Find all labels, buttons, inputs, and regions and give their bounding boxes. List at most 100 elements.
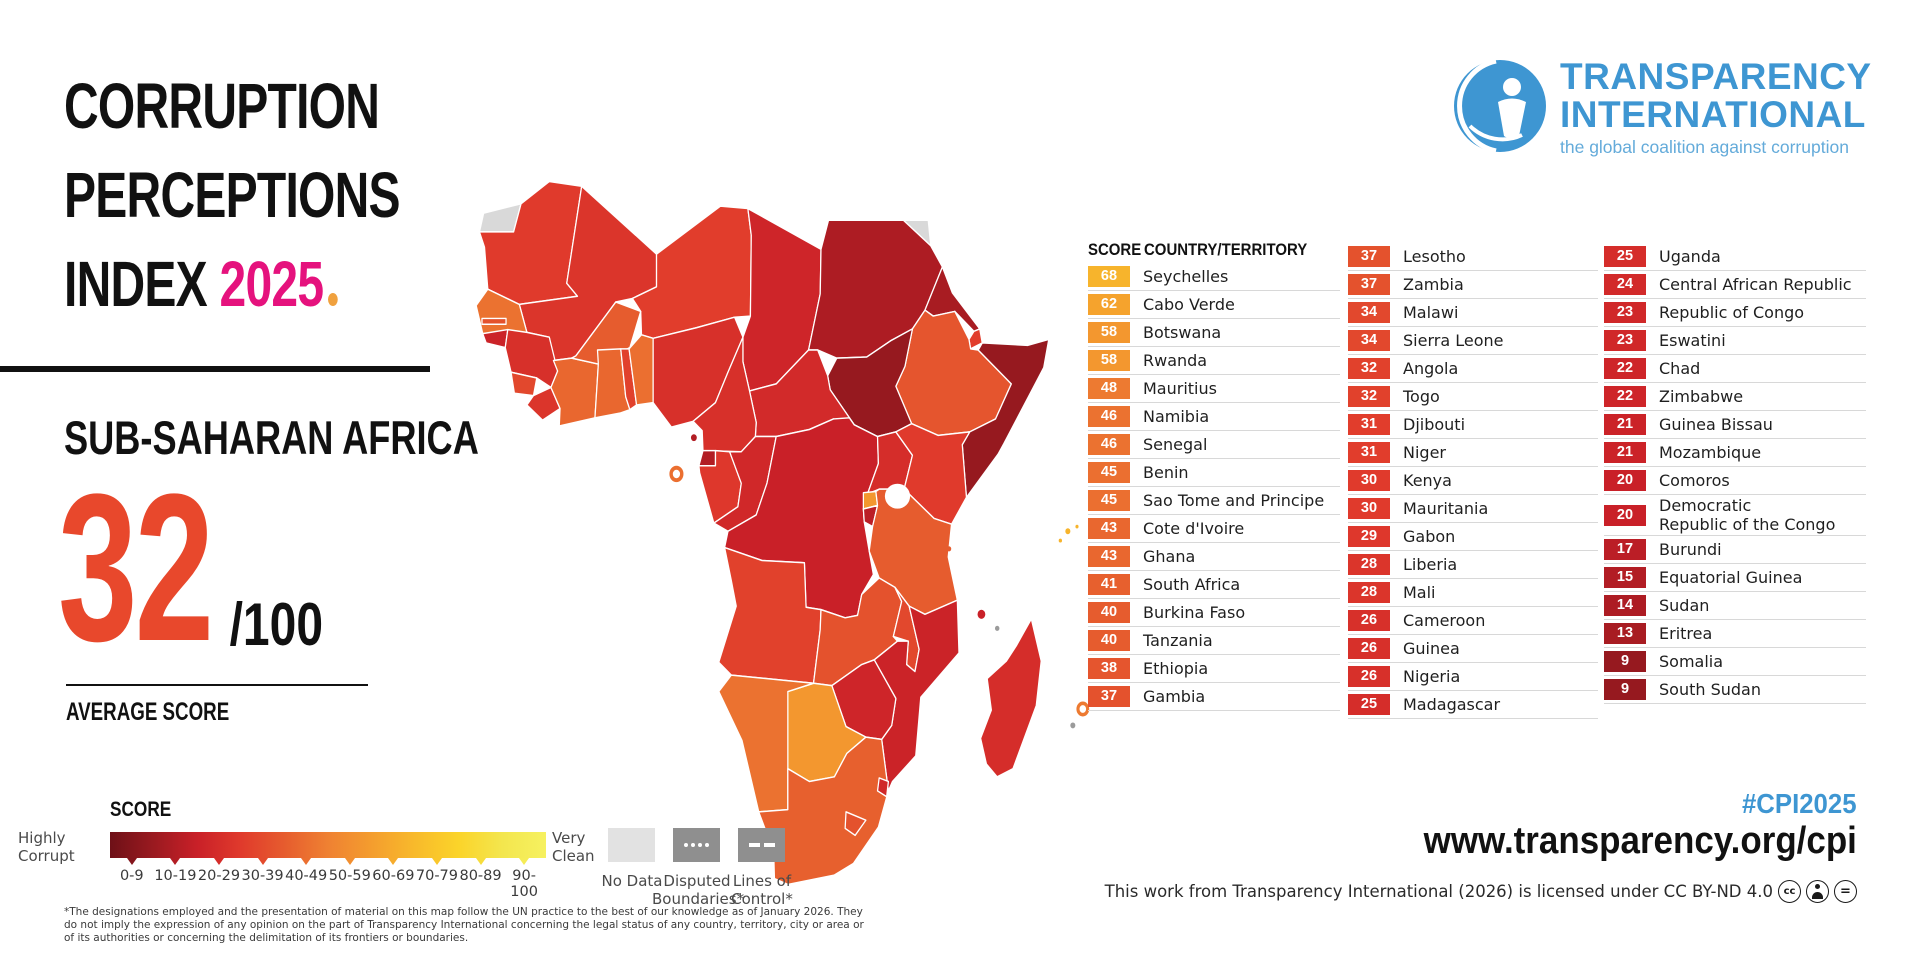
hashtag: #CPI2025	[1742, 788, 1857, 819]
title-divider	[0, 366, 430, 372]
legend-range-label: 20-29	[197, 868, 241, 884]
table-row: 25 Madagascar	[1348, 691, 1598, 719]
table-row: 32 Togo	[1348, 383, 1598, 411]
score-badge: 26	[1348, 610, 1390, 631]
map-country-djibouti	[968, 328, 983, 350]
map-country-lesotho	[844, 811, 867, 837]
table-header: SCORE COUNTRY/TERRITORY	[1088, 237, 1340, 263]
score-badge: 26	[1348, 638, 1390, 659]
table-row: 28 Liberia	[1348, 551, 1598, 579]
legend-range-label: 50-59	[328, 868, 371, 884]
score-table-column-3: 25 Uganda 24 Central African Republic 23 Repu…	[1604, 237, 1866, 704]
table-row: 29 Gabon	[1348, 523, 1598, 551]
cc-nd-icon: =	[1834, 880, 1857, 903]
map-country-seychelles	[1065, 528, 1071, 535]
map-country-madagascar	[979, 618, 1042, 778]
map-island-zanzibar	[946, 546, 952, 552]
table-row: 17 Burundi	[1604, 536, 1866, 564]
score-badge: 40	[1088, 602, 1130, 623]
table-row: 34 Sierra Leone	[1348, 327, 1598, 355]
country-name: Uganda	[1659, 247, 1721, 266]
country-header: COUNTRY/TERRITORY	[1144, 240, 1308, 259]
table-row: 24 Central African Republic	[1604, 271, 1866, 299]
table-rows-3: 25 Uganda 24 Central African Republic 23 Repu…	[1604, 243, 1866, 704]
country-name: Zambia	[1403, 275, 1464, 294]
country-name: Somalia	[1659, 652, 1724, 671]
country-name: Niger	[1403, 443, 1446, 462]
score-badge: 37	[1348, 246, 1390, 267]
table-row: 68 Seychelles	[1088, 263, 1340, 291]
table-row: 43 Ghana	[1088, 543, 1340, 571]
table-row: 37 Lesotho	[1348, 243, 1598, 271]
legend-right-label: Very Clean	[552, 829, 595, 865]
score-badge: 68	[1088, 266, 1130, 287]
orange-dot-icon	[327, 293, 338, 306]
map-country-seychelles	[1075, 524, 1079, 529]
table-row: 13 Eritrea	[1604, 620, 1866, 648]
country-name: Madagascar	[1403, 695, 1501, 714]
map-island-reunion	[1070, 722, 1076, 729]
map-island-mayotte	[994, 625, 1000, 631]
table-row: 45 Sao Tome and Principe	[1088, 487, 1340, 515]
score-badge: 43	[1088, 546, 1130, 567]
score-badge: 17	[1604, 539, 1646, 560]
table-row: 28 Mali	[1348, 579, 1598, 607]
score-badge: 21	[1604, 442, 1646, 463]
score-table-column-1: SCORE COUNTRY/TERRITORY 68 Seychelles 62 Ca…	[1088, 237, 1340, 711]
table-row: 32 Angola	[1348, 355, 1598, 383]
score-badge: 58	[1088, 322, 1130, 343]
legend-range-label: 80-89	[459, 868, 502, 884]
country-name: Guinea Bissau	[1659, 415, 1773, 434]
transparency-international-globe-icon	[1454, 58, 1546, 154]
lines-of-control-label: Lines of Control*	[731, 872, 793, 908]
region-name: SUB-SAHARAN AFRICA	[64, 411, 479, 464]
license-text: This work from Transparency Internationa…	[1104, 882, 1773, 901]
country-name: Sierra Leone	[1403, 331, 1504, 350]
license-line: This work from Transparency Internationa…	[1105, 880, 1857, 903]
country-name: Kenya	[1403, 471, 1452, 490]
country-name: Seychelles	[1143, 267, 1229, 286]
score-badge: 20	[1604, 504, 1646, 526]
score-badge: 46	[1088, 434, 1130, 455]
country-name: Ghana	[1143, 547, 1196, 566]
logo-name-line-1: TRANSPARENCY	[1560, 56, 1872, 97]
table-row: 22 Zimbabwe	[1604, 383, 1866, 411]
average-score-underline	[66, 684, 368, 686]
country-name: Central African Republic	[1659, 275, 1852, 294]
country-name: Djibouti	[1403, 415, 1466, 434]
title-line-2: PERCEPTIONS	[64, 159, 401, 231]
country-name: Equatorial Guinea	[1659, 568, 1803, 587]
website-url[interactable]: www.transparency.org/cpi	[1423, 820, 1857, 862]
score-badge: 23	[1604, 330, 1646, 351]
map-country-togo	[620, 348, 638, 411]
table-row: 26 Cameroon	[1348, 607, 1598, 635]
country-name: Democratic Republic of the Congo	[1659, 496, 1836, 534]
table-row: 37 Zambia	[1348, 271, 1598, 299]
country-name: Republic of Congo	[1659, 303, 1805, 322]
cc-icon: cc	[1778, 880, 1801, 903]
table-row: 31 Niger	[1348, 439, 1598, 467]
map-country-ethiopia	[895, 309, 1012, 437]
table-row: 31 Djibouti	[1348, 411, 1598, 439]
table-row: 23 Eswatini	[1604, 327, 1866, 355]
legend-tick-icon	[344, 858, 355, 865]
cc-by-person-icon	[1806, 880, 1829, 903]
average-score-max: /100	[229, 591, 323, 658]
country-name: Mozambique	[1659, 443, 1762, 462]
country-name: Cabo Verde	[1143, 295, 1235, 314]
table-rows-2: 37 Lesotho 37 Zambia 34 Malawi 34 Sierra Leone 3…	[1348, 243, 1598, 719]
score-badge: 40	[1088, 630, 1130, 651]
lines-of-control-icon	[738, 828, 785, 862]
map-country-mauritania	[478, 180, 583, 306]
map-country-sao-tome-and-principe	[669, 465, 684, 483]
logo-name-line-2: INTERNATIONAL	[1560, 94, 1866, 135]
table-row: 40 Burkina Faso	[1088, 599, 1340, 627]
score-badge: 62	[1088, 294, 1130, 315]
table-row: 26 Guinea	[1348, 635, 1598, 663]
score-badge: 14	[1604, 595, 1646, 616]
table-row: 21 Guinea Bissau	[1604, 411, 1866, 439]
map-country-south-africa	[758, 736, 890, 886]
title-year: 2025	[219, 248, 325, 320]
country-name: Togo	[1403, 387, 1440, 406]
